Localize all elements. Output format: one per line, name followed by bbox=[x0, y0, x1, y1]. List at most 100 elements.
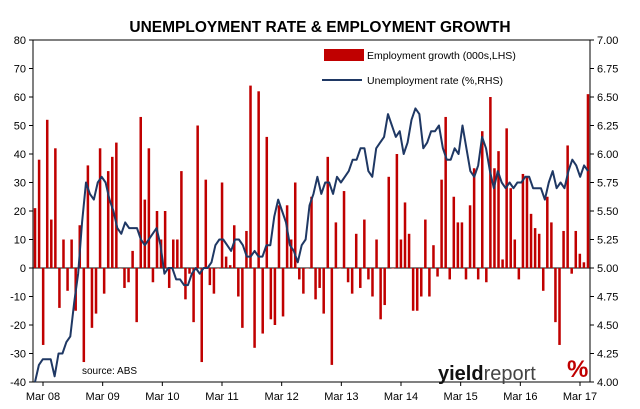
employment-growth-bar bbox=[525, 176, 529, 268]
employment-growth-bar bbox=[33, 208, 37, 268]
y-left-tick-label: 20 bbox=[14, 206, 26, 218]
employment-growth-bar bbox=[237, 268, 240, 297]
employment-growth-bar bbox=[582, 262, 586, 268]
x-tick-label: Mar 16 bbox=[503, 391, 537, 403]
x-tick-label: Mar 14 bbox=[384, 391, 418, 403]
employment-growth-bar bbox=[86, 165, 90, 268]
employment-growth-bar bbox=[481, 131, 484, 268]
employment-growth-bar bbox=[342, 191, 346, 268]
y-left-tick-label: -20 bbox=[10, 320, 26, 332]
employment-growth-bar bbox=[257, 91, 260, 268]
y-left-tick-label: 30 bbox=[14, 178, 26, 190]
employment-growth-bar bbox=[485, 268, 488, 283]
employment-growth-bar bbox=[54, 148, 57, 268]
employment-growth-bar bbox=[476, 268, 480, 280]
employment-growth-bar bbox=[359, 268, 362, 288]
employment-growth-bar bbox=[314, 268, 317, 300]
employment-growth-bar bbox=[574, 230, 578, 268]
employment-growth-bar bbox=[456, 222, 460, 268]
source-note: source: ABS bbox=[82, 366, 137, 377]
employment-growth-bar bbox=[566, 145, 569, 268]
employment-growth-bar bbox=[41, 268, 45, 345]
legend-label-unemployment-rate: Unemployment rate (%,RHS) bbox=[367, 75, 503, 87]
employment-growth-bar bbox=[220, 182, 224, 268]
employment-growth-bar bbox=[468, 205, 472, 268]
employment-growth-bar bbox=[102, 268, 106, 294]
legend: Employment growth (000s,LHS) Unemployment… bbox=[322, 49, 516, 87]
employment-growth-bar bbox=[37, 159, 41, 268]
employment-growth-bar bbox=[253, 268, 256, 348]
employment-growth-bar bbox=[208, 268, 212, 286]
employment-growth-bar bbox=[472, 168, 476, 268]
employment-growth-bar bbox=[411, 268, 415, 311]
y-right-tick-label: 4.25 bbox=[597, 349, 618, 361]
x-tick-label: Mar 13 bbox=[324, 391, 358, 403]
employment-growth-bar bbox=[570, 268, 573, 274]
employment-growth-bar bbox=[241, 268, 244, 328]
employment-growth-bar bbox=[302, 268, 305, 294]
logo-text: yieldreport bbox=[438, 363, 536, 385]
employment-growth-bar bbox=[180, 171, 183, 268]
employment-growth-bar bbox=[192, 268, 195, 323]
employment-growth-bar bbox=[45, 119, 49, 268]
x-tick-label: Mar 09 bbox=[86, 391, 120, 403]
employment-growth-bar bbox=[232, 225, 236, 268]
employment-growth-bar bbox=[578, 253, 582, 268]
employment-growth-bar bbox=[460, 222, 464, 268]
employment-growth-bar bbox=[94, 268, 98, 314]
employment-growth-bar bbox=[403, 202, 407, 268]
employment-growth-bar bbox=[586, 94, 590, 269]
employment-growth-bar bbox=[391, 268, 395, 269]
employment-growth-bar bbox=[529, 213, 533, 268]
employment-growth-bar bbox=[464, 268, 468, 280]
y-right-tick-label: 5.00 bbox=[597, 263, 618, 275]
employment-growth-bar bbox=[184, 268, 187, 300]
y-right-tick-label: 6.00 bbox=[597, 149, 618, 161]
legend-label-employment-growth: Employment growth (000s,LHS) bbox=[367, 50, 516, 62]
y-right-tick-label: 4.50 bbox=[597, 320, 618, 332]
employment-growth-bar bbox=[379, 268, 382, 320]
employment-growth-bar bbox=[98, 148, 102, 268]
employment-growth-bar bbox=[131, 250, 134, 268]
employment-growth-bar bbox=[448, 268, 451, 280]
employment-growth-bar bbox=[200, 268, 203, 363]
employment-growth-bar bbox=[143, 199, 147, 268]
employment-growth-bar bbox=[306, 268, 309, 269]
employment-growth-bar bbox=[285, 205, 289, 268]
employment-growth-bar bbox=[346, 268, 350, 283]
employment-growth-bar bbox=[505, 128, 508, 268]
employment-growth-bar bbox=[50, 219, 53, 268]
employment-growth-bar bbox=[318, 268, 321, 288]
y-right-tick-label: 5.75 bbox=[597, 178, 618, 190]
logo-part-yield: yield bbox=[438, 363, 484, 385]
logo-part-report: report bbox=[484, 363, 537, 385]
employment-growth-bar bbox=[326, 156, 330, 268]
y-left-tick-label: 10 bbox=[14, 235, 26, 247]
employment-growth-bar bbox=[123, 268, 126, 288]
employment-growth-bar bbox=[541, 268, 545, 291]
employment-growth-bar bbox=[261, 268, 264, 334]
employment-growth-bar bbox=[249, 85, 252, 268]
bar-series bbox=[33, 85, 590, 365]
y-left-tick-label: -40 bbox=[10, 377, 26, 389]
employment-growth-bar bbox=[367, 268, 370, 280]
employment-growth-bar bbox=[493, 168, 496, 268]
employment-growth-bar bbox=[338, 268, 342, 269]
employment-growth-bar bbox=[188, 268, 191, 274]
y-left-tick-label: 80 bbox=[14, 35, 26, 47]
employment-growth-bar bbox=[558, 268, 561, 345]
employment-growth-bar bbox=[371, 268, 374, 297]
employment-growth-bar bbox=[383, 268, 386, 306]
employment-growth-bar bbox=[363, 219, 366, 268]
employment-growth-bar bbox=[452, 196, 456, 268]
axes: 80 70 60 50 40 30 20 10 0 -10 -20 -30 -40 7.00 6.75 6.5… bbox=[10, 35, 618, 403]
employment-growth-bar bbox=[509, 188, 512, 268]
employment-growth-bar bbox=[497, 151, 500, 268]
x-tick-label: Mar 10 bbox=[145, 391, 179, 403]
employment-growth-bar bbox=[228, 265, 232, 268]
employment-growth-bar bbox=[245, 230, 248, 268]
x-tick-label: Mar 17 bbox=[563, 391, 597, 403]
employment-growth-bar bbox=[293, 182, 297, 268]
